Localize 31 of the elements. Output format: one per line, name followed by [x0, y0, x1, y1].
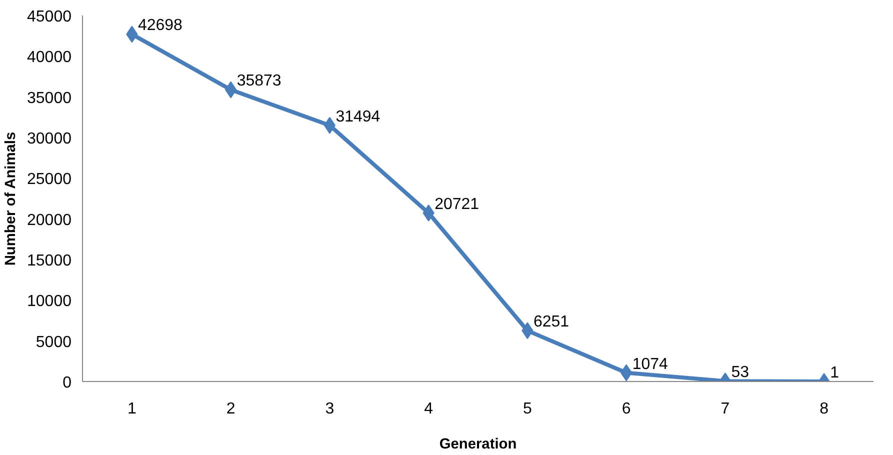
y-tick-label: 30000 [27, 130, 72, 148]
y-tick-label: 35000 [27, 90, 72, 107]
y-tick-label: 15000 [27, 252, 72, 270]
x-tick-label: 7 [720, 400, 730, 418]
y-tick-label: 20000 [27, 212, 72, 229]
point [224, 81, 237, 98]
x-tick-label: 6 [622, 400, 631, 418]
data-label: 1 [830, 364, 840, 382]
x-axis-title: Generation [439, 436, 517, 452]
data-label: 1074 [632, 356, 668, 373]
y-axis-title: Number of Animals [3, 132, 20, 266]
y-tick-label: 45000 [27, 8, 72, 26]
y-tick-label: 10000 [27, 293, 72, 310]
data-label: 53 [731, 364, 750, 382]
data-label: 6251 [533, 314, 570, 331]
x-tick-label: 3 [325, 400, 334, 418]
data-label: 31494 [336, 108, 380, 126]
x-tick-label: 1 [127, 400, 136, 418]
y-tick-label: 0 [62, 374, 72, 392]
y-tick-label: 25000 [27, 171, 72, 188]
x-tick-label: 5 [522, 400, 532, 418]
y-tick-label: 5000 [36, 334, 72, 351]
data-label: 20721 [434, 196, 480, 213]
x-tick-label: 8 [820, 400, 829, 418]
point [324, 116, 336, 134]
data-label: 42698 [138, 17, 183, 34]
x-tick-label: 4 [424, 400, 434, 418]
y-tick-label: 40000 [27, 49, 72, 66]
x-tick-label: 2 [226, 400, 236, 418]
data-label: 35873 [236, 72, 282, 90]
point [620, 364, 632, 382]
